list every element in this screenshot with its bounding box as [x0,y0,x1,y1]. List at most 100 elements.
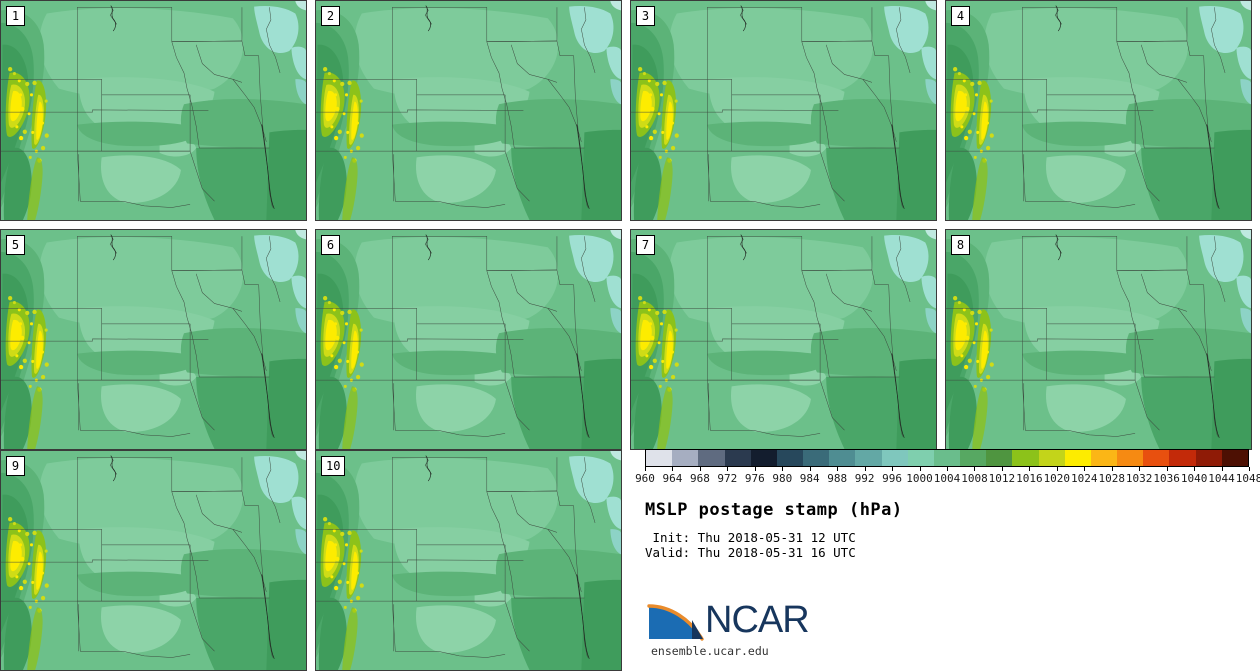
colorbar-tick-label: 964 [662,472,683,485]
colorbar-tick [699,467,701,471]
panel-number-label: 9 [6,456,25,476]
caption-lines: Init: Thu 2018-05-31 12 UTC Valid: Thu 2… [645,530,903,560]
colorbar-area: 960 964 968 972 976 980 984 988 992 996 1000 1004 10… [635,449,1260,489]
colorbar-tick [919,467,921,471]
stamp-panel-9[interactable]: 9 [0,450,307,671]
colorbar-swatch-6 [803,450,830,466]
colorbar-tick-label: 1016 [1016,472,1043,485]
stamp-panel-8[interactable]: 8 [945,229,1252,450]
colorbar-tick-label: 1044 [1208,472,1235,485]
mslp-map [316,230,621,449]
colorbar-swatch-9 [881,450,908,466]
stamp-panel-2[interactable]: 2 [315,0,622,221]
colorbar [645,449,1249,467]
colorbar-swatch-18 [1117,450,1144,466]
colorbar-tick-label: 960 [635,472,655,485]
panel-number-label: 2 [321,6,340,26]
colorbar-tick [947,467,948,471]
colorbar-swatch-0 [646,450,673,466]
stamp-panel-10[interactable]: 10 [315,450,622,671]
stamp-panel-1[interactable]: 1 [0,0,307,221]
colorbar-tick [754,467,756,471]
colorbar-swatch-8 [855,450,882,466]
panel-number-label: 8 [951,235,970,255]
ncar-logo-block: NCAR ensemble.ucar.edu [645,598,810,658]
colorbar-tick-label: 992 [854,472,875,485]
colorbar-tick [1111,467,1113,471]
colorbar-swatch-16 [1064,450,1091,466]
colorbar-tick [809,467,811,471]
colorbar-tick [1084,467,1086,471]
colorbar-tick [892,467,894,471]
mslp-map [1,451,306,670]
stamp-panel-6[interactable]: 6 [315,229,622,450]
colorbar-tick-label: 1004 [933,472,961,485]
colorbar-tick [974,467,976,471]
colorbar-tick [837,467,839,471]
colorbar-tick-label: 1040 [1180,472,1208,485]
panel-number-label: 5 [6,235,25,255]
ensemble-url: ensemble.ucar.edu [651,644,769,658]
colorbar-swatch-13 [986,450,1013,466]
colorbar-tick-label: 984 [799,472,820,485]
colorbar-tick-labels: 960 964 968 972 976 980 984 988 992 996 1000 1004 10… [635,472,1260,487]
panel-number-label: 7 [636,235,655,255]
colorbar-swatch-2 [698,450,725,466]
panel-number-label: 3 [636,6,655,26]
colorbar-tick-label: 968 [689,472,710,485]
colorbar-swatch-10 [907,450,934,466]
colorbar-tick [1056,467,1058,471]
colorbar-tick [1194,467,1196,471]
mslp-map [946,230,1251,449]
colorbar-tick [1139,467,1141,471]
valid-time-line: Valid: Thu 2018-05-31 16 UTC [645,545,856,560]
colorbar-tick-label: 1036 [1153,472,1180,485]
ncar-wordmark: NCAR [705,599,810,641]
colorbar-swatch-4 [750,450,777,466]
colorbar-tick-label: 1008 [961,472,988,485]
figure-title: MSLP postage stamp (hPa) [645,500,903,520]
colorbar-tick-label: 1020 [1043,472,1071,485]
mslp-map [946,1,1251,220]
colorbar-tick [864,467,866,471]
colorbar-swatch-3 [724,450,751,466]
colorbar-swatch-7 [829,450,856,466]
stamp-panel-3[interactable]: 3 [630,0,937,221]
colorbar-tick-label: 988 [827,472,848,485]
colorbar-tick-label: 1048 [1235,472,1260,485]
caption-block: MSLP postage stamp (hPa) Init: Thu 2018-… [645,500,903,560]
colorbar-tick [645,467,646,471]
colorbar-tick-label: 996 [882,472,903,485]
stamp-panel-7[interactable]: 7 [630,229,937,450]
logo-row: NCAR [645,598,810,642]
colorbar-tick-label: 976 [744,472,765,485]
mslp-map [631,230,936,449]
stamp-panel-5[interactable]: 5 [0,229,307,450]
colorbar-tick [1001,467,1003,471]
colorbar-swatch-19 [1143,450,1170,466]
colorbar-tick-label: 1028 [1098,472,1125,485]
colorbar-tick [1029,467,1031,471]
colorbar-swatch-17 [1090,450,1118,466]
panel-number-label: 4 [951,6,970,26]
colorbar-swatch-22 [1221,450,1248,466]
colorbar-swatch-14 [1012,450,1039,466]
colorbar-tick [782,467,784,471]
mslp-map [316,451,621,670]
ncar-logo-icon [645,598,707,642]
init-time-line: Init: Thu 2018-05-31 12 UTC [645,530,856,545]
colorbar-tick [672,467,674,471]
colorbar-swatch-21 [1195,450,1222,466]
colorbar-tick-label: 1012 [988,472,1016,485]
colorbar-tick-label: 972 [717,472,738,485]
colorbar-tick-label: 1024 [1071,472,1098,485]
colorbar-tick-label: 1000 [906,472,933,485]
stamp-panel-4[interactable]: 4 [945,0,1252,221]
mslp-map [316,1,621,220]
mslp-map [631,1,936,220]
panel-number-label: 1 [6,6,25,26]
colorbar-ticks [645,467,1250,472]
colorbar-tick-label: 1032 [1125,472,1153,485]
colorbar-tick [727,467,729,471]
